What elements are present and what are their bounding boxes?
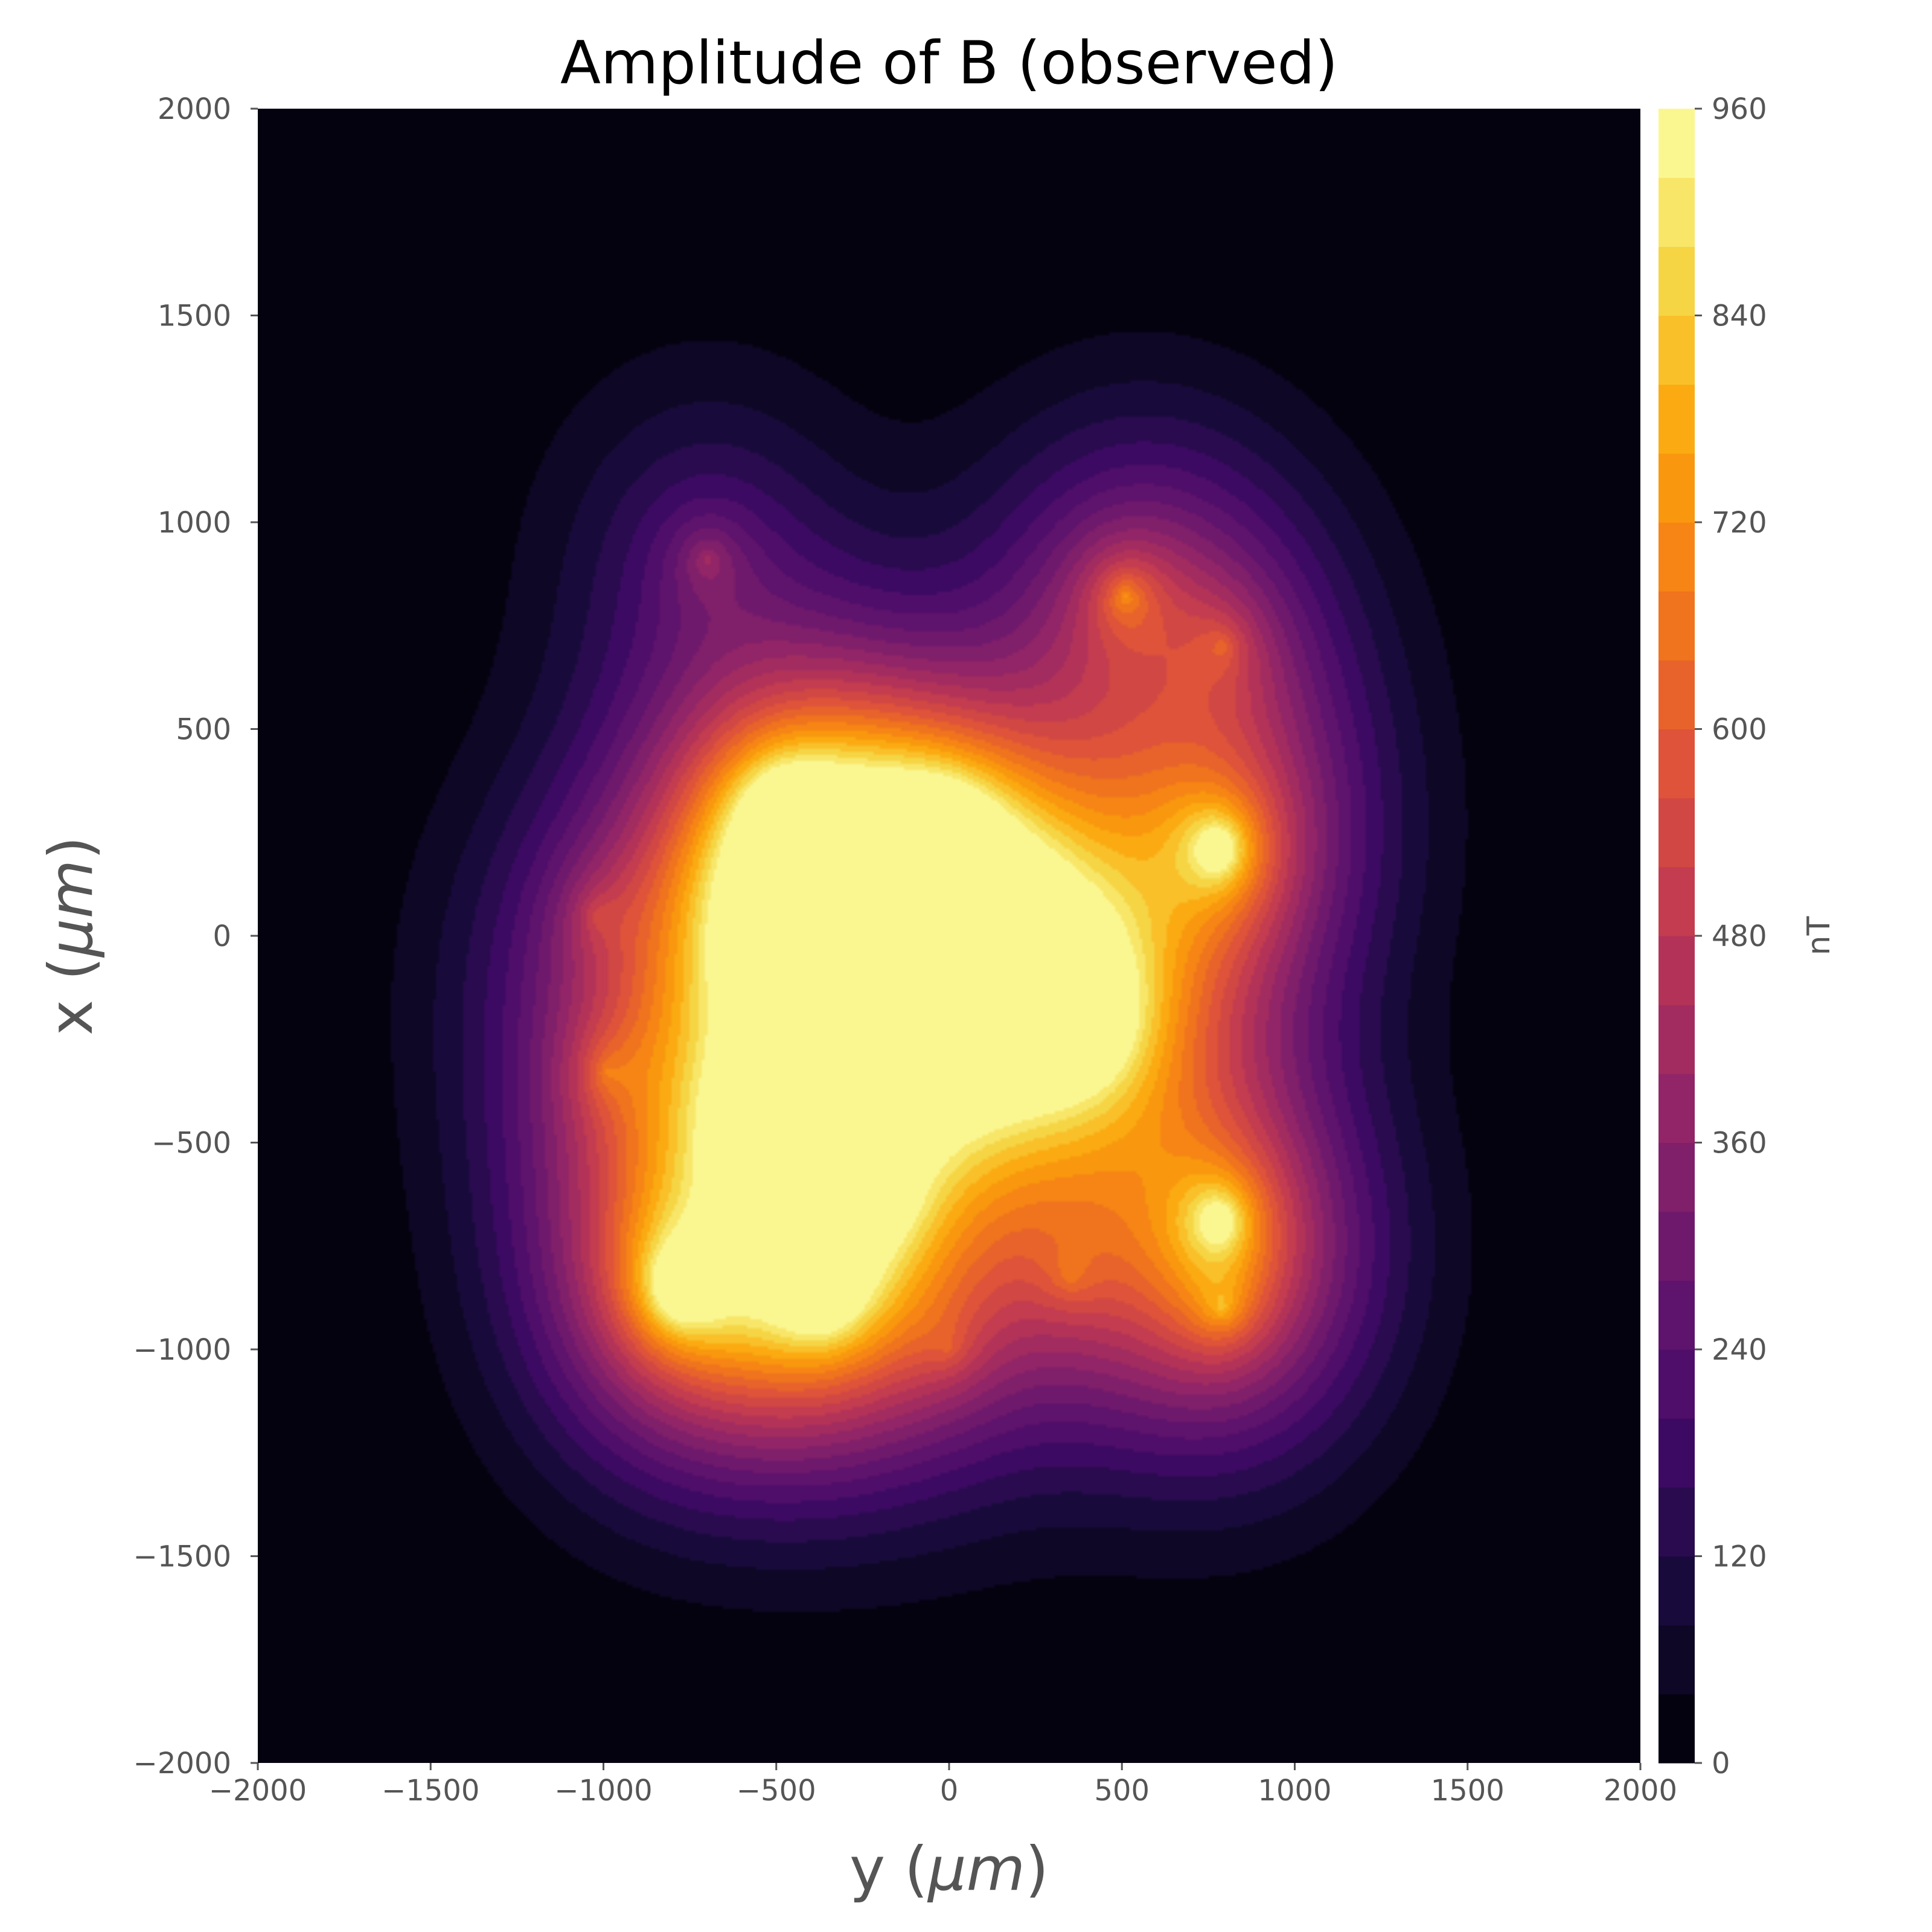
- x-axis-label-suffix: ): [1025, 1834, 1049, 1904]
- x-axis-label-unit: μm: [927, 1834, 1025, 1904]
- colorbar-tick-label: 840: [1712, 299, 1767, 333]
- x-tick-label: 500: [1094, 1774, 1150, 1808]
- colorbar-level: [1659, 1487, 1695, 1557]
- x-axis-label: y (μm): [849, 1834, 1049, 1904]
- colorbar-level: [1659, 384, 1695, 454]
- colorbar-level: [1659, 109, 1695, 178]
- colorbar-level: [1659, 178, 1695, 247]
- colorbar-level: [1659, 1073, 1695, 1144]
- colorbar-level: [1659, 1349, 1695, 1419]
- x-tick-label: 0: [940, 1774, 959, 1808]
- x-tick-label: 1000: [1258, 1774, 1331, 1808]
- colorbar-level: [1659, 1625, 1695, 1695]
- colorbar-level: [1659, 591, 1695, 661]
- x-tick-label: 2000: [1604, 1774, 1677, 1808]
- y-axis-label-suffix: ): [36, 836, 106, 860]
- y-tick-label: −1000: [133, 1333, 231, 1367]
- colorbar-label: nT: [1801, 916, 1837, 955]
- colorbar-level: [1659, 866, 1695, 936]
- y-tick-label: 500: [176, 713, 231, 747]
- y-tick-label: −500: [152, 1127, 231, 1160]
- y-axis-label: x (μm): [36, 836, 106, 1035]
- colorbar-tick-label: 120: [1712, 1540, 1767, 1574]
- colorbar-tick-label: 480: [1712, 920, 1767, 953]
- y-tick-label: −2000: [133, 1747, 231, 1780]
- colorbar-level: [1659, 660, 1695, 730]
- colorbar-level: [1659, 1142, 1695, 1212]
- y-tick-label: 2000: [158, 92, 231, 126]
- x-tick-label: −1000: [554, 1774, 652, 1808]
- colorbar-tick-label: 240: [1712, 1333, 1767, 1367]
- y-axis-label-prefix: x (: [36, 957, 106, 1035]
- colorbar-level: [1659, 453, 1695, 523]
- colorbar-level: [1659, 1418, 1695, 1488]
- colorbar-level: [1659, 1280, 1695, 1350]
- colorbar-level: [1659, 1211, 1695, 1281]
- colorbar-tick-label: 360: [1712, 1127, 1767, 1160]
- y-tick-label: −1500: [133, 1540, 231, 1574]
- y-tick-label: 0: [213, 920, 231, 953]
- x-tick-label: −2000: [209, 1774, 307, 1808]
- heatmap-field: [258, 109, 1640, 1763]
- colorbar-level: [1659, 315, 1695, 385]
- colorbar-level: [1659, 1005, 1695, 1074]
- y-axis: −2000 −1500 −1000 −500 0 500 1000 1500 2000: [133, 92, 258, 1780]
- colorbar-tick-label: 960: [1712, 92, 1767, 126]
- colorbar-axis: 0 120 240 360 480 600 720 840 960: [1695, 92, 1767, 1780]
- colorbar-tick-label: 720: [1712, 506, 1767, 540]
- colorbar-level: [1659, 1556, 1695, 1626]
- colorbar-level: [1659, 1694, 1695, 1764]
- colorbar-level: [1659, 729, 1695, 799]
- plot-area: [258, 109, 1640, 1763]
- y-axis-label-unit: μm: [36, 860, 106, 958]
- colorbar-level: [1659, 936, 1695, 1005]
- colorbar-tick-label: 0: [1712, 1747, 1730, 1780]
- colorbar: [1659, 109, 1695, 1764]
- x-tick-label: −500: [737, 1774, 816, 1808]
- chart-title: Amplitude of B (observed): [560, 29, 1338, 98]
- colorbar-level: [1659, 522, 1695, 592]
- x-tick-label: 1500: [1431, 1774, 1505, 1808]
- colorbar-level: [1659, 798, 1695, 868]
- x-axis-label-prefix: y (: [849, 1834, 928, 1904]
- x-tick-label: −1500: [382, 1774, 479, 1808]
- x-axis: −2000 −1500 −1000 −500 0 500 1000 1500 2000: [209, 1763, 1677, 1808]
- colorbar-tick-label: 600: [1712, 713, 1767, 747]
- y-tick-label: 1000: [158, 506, 231, 540]
- y-tick-label: 1500: [158, 299, 231, 333]
- colorbar-level: [1659, 246, 1695, 316]
